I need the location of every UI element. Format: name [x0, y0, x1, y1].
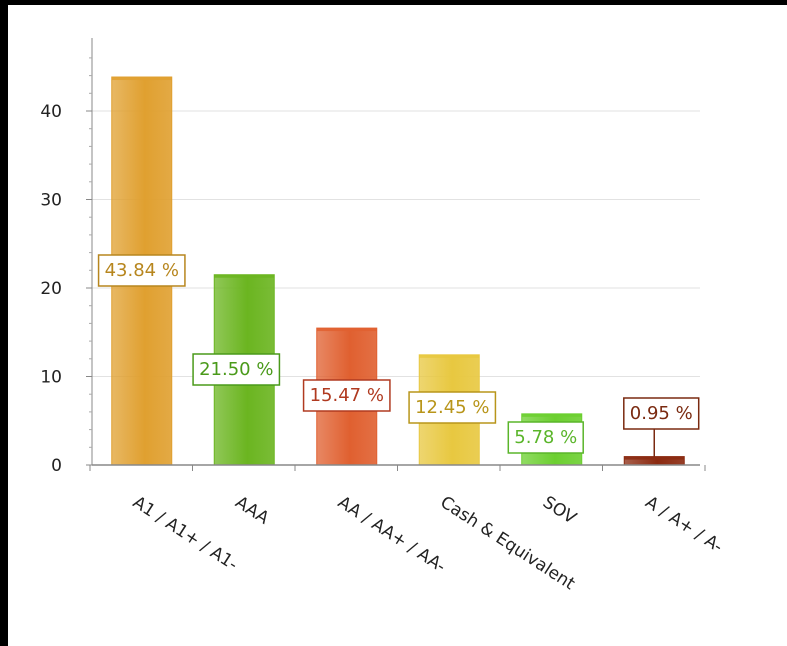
y-tick-label: 10	[40, 368, 62, 388]
bar-top-cap	[624, 456, 685, 460]
bar-top-cap	[316, 328, 377, 332]
data-label: 15.47 %	[302, 379, 391, 412]
data-label-box	[408, 391, 497, 424]
y-tick-label: 0	[51, 456, 62, 476]
data-label: 43.84 %	[97, 254, 186, 287]
x-tick-label: A / A+ / A-	[642, 492, 727, 557]
data-label-box	[507, 421, 584, 454]
data-label: 12.45 %	[408, 391, 497, 424]
data-label-text: 15.47 %	[310, 385, 384, 406]
data-label-text: 21.50 %	[199, 359, 273, 380]
bar-top-cap	[111, 77, 172, 81]
x-tick-label: A1 / A1+ / A1-	[129, 492, 241, 575]
x-tick-label: AA / AA+ / AA-	[334, 492, 449, 576]
data-labels: 43.84 % 21.50 % 15.47 % 12.45 % 5.78 % 0.95 %	[97, 254, 700, 457]
bars	[111, 76, 685, 466]
data-label-text: 43.84 %	[105, 260, 179, 281]
x-axis-labels: A1 / A1+ / A1-AAA AA / AA+ / AA-Cash & Eq…	[129, 492, 726, 594]
data-label: 0.95 %	[623, 397, 700, 457]
data-label-text: 5.78 %	[514, 427, 577, 448]
y-axis-ticks: 0 10 20 30 40	[40, 57, 92, 476]
bar-top-cap	[419, 354, 480, 358]
data-label: 5.78 %	[507, 421, 584, 454]
data-label-box	[302, 379, 391, 412]
y-tick-label: 20	[40, 279, 62, 299]
data-label-box	[97, 254, 186, 287]
data-label-box	[623, 397, 700, 430]
gridlines	[92, 110, 700, 377]
y-tick-label: 30	[40, 191, 62, 211]
bar-top-cap	[521, 413, 582, 417]
data-label-text: 12.45 %	[415, 397, 489, 418]
bar-top-cap	[214, 274, 275, 278]
y-tick-label: 40	[40, 102, 62, 122]
x-tick-label: SOV	[539, 492, 580, 528]
data-label-box	[192, 353, 281, 386]
x-tick-label: AAA	[232, 492, 273, 528]
data-label-text: 0.95 %	[630, 403, 693, 424]
data-label: 21.50 %	[192, 353, 281, 386]
